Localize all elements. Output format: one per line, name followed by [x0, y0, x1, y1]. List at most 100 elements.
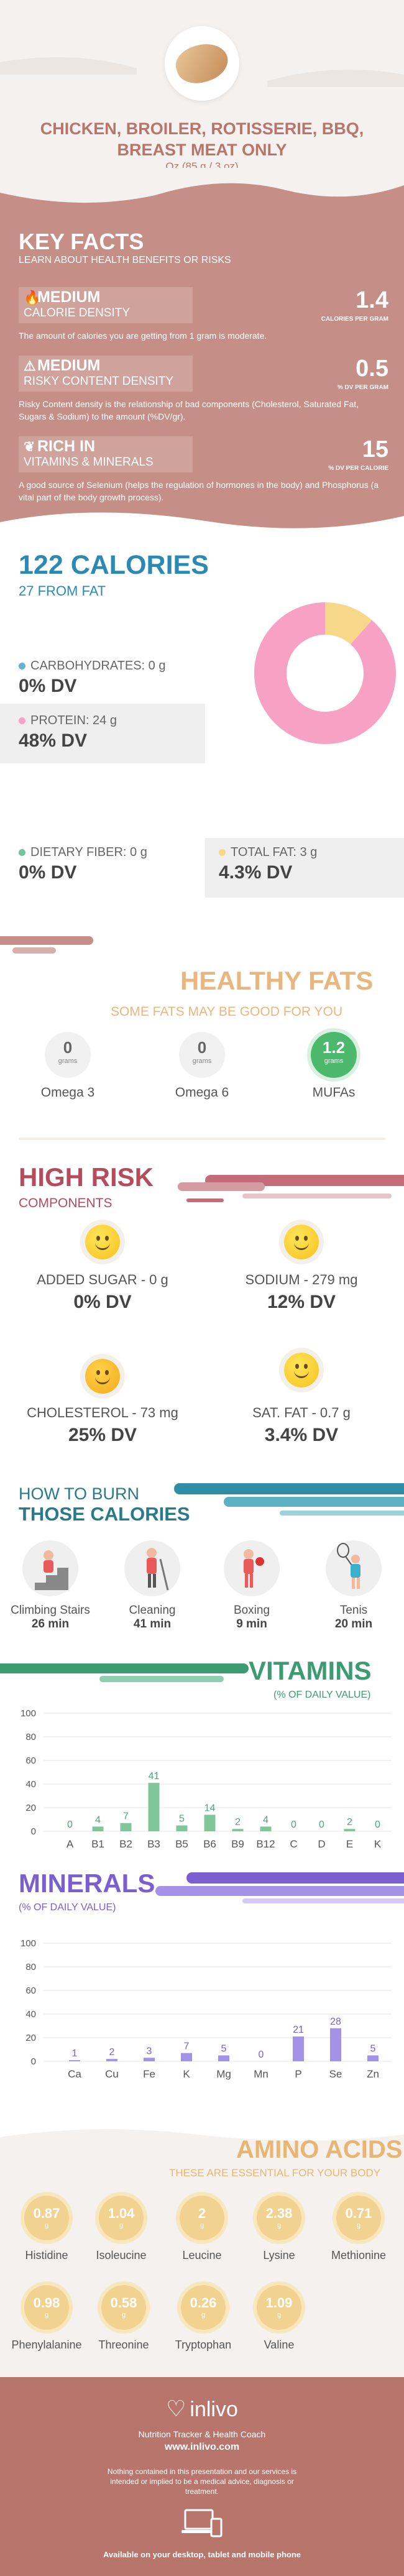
risk-sodium-dv: 12% DV — [267, 1292, 336, 1312]
key-facts-subtitle: LEARN ABOUT HEALTH BENEFITS OR RISKS — [19, 255, 231, 265]
mineral-ytick-label: 80 — [25, 1962, 36, 1972]
key-fact-unit: CALORIES PER GRAM — [321, 316, 388, 323]
vitamin-bar — [232, 1829, 244, 1831]
minerals-bar-chart: 0 20 40 60 80 100 1 Ca 2 Cu 3 Fe 7 K 5 Mg 0 Mn 21 P 28 Se 5 Zn — [21, 1938, 392, 2080]
key-fact-description: The amount of calories you are getting f… — [19, 331, 267, 341]
high-risk-subtitle: COMPONENTS — [19, 1196, 112, 1210]
vitamin-category-label: B9 — [231, 1838, 244, 1850]
high-risk-section: HIGH RISK COMPONENTS ADDED SUGAR - 0 g 0… — [0, 1150, 404, 1479]
heart-logo-icon: ♡ — [166, 2396, 186, 2421]
smiley-icon — [284, 1353, 319, 1387]
amino-acids-section: AMINO ACIDS THESE ARE ESSENTIAL FOR YOUR… — [0, 2126, 404, 2377]
nutrient-dietary-fiber: DIETARY FIBER: 0 g 0% DV — [19, 845, 147, 883]
amino-lysine: 2.38 g Lysine — [242, 2196, 316, 2262]
vitamin-category-label: E — [346, 1838, 353, 1850]
vitamins-stripes — [0, 1663, 249, 1682]
amino-isoleucine: 1.04 g Isoleucine — [85, 2196, 158, 2262]
mineral-ytick-label: 100 — [21, 1938, 36, 1949]
mineral-ytick-label: 0 — [31, 2056, 36, 2067]
omega3-label: Omega 3 — [40, 1085, 95, 1100]
vitamin-bar — [120, 1823, 132, 1831]
smiley-icon — [85, 1225, 120, 1259]
vitamin-value-label: 0 — [375, 1819, 380, 1830]
calories-bottom-stripes — [0, 936, 93, 954]
vitamins-bar-chart: 0204060801000A4B17B241B35B514B62B94B120C… — [21, 1708, 392, 1850]
key-fact-value: 15 — [362, 436, 388, 462]
mineral-bar — [330, 2028, 341, 2061]
mineral-value-label: 7 — [184, 2041, 190, 2052]
vitamin-category-label: K — [374, 1838, 382, 1850]
mineral-category-label: Mn — [254, 2068, 269, 2080]
burn-title-line2: THOSE CALORIES — [19, 1503, 190, 1525]
leaf-icon: ❦ — [24, 439, 35, 454]
activity-tenis: Tenis 20 min — [307, 1540, 400, 1631]
header: CHICKEN, BROILER, ROTISSERIE, BBQ, BREAS… — [0, 0, 404, 168]
mineral-ytick-label: 40 — [25, 2009, 36, 2020]
mineral-value-label: 5 — [370, 2044, 376, 2054]
serving-size: Oz (85 g / 3 oz) — [165, 160, 239, 168]
amino-title: AMINO ACIDS — [236, 2136, 403, 2163]
key-fact-name: RISKY CONTENT DENSITY — [24, 375, 174, 388]
brand-url[interactable]: www.inlivo.com — [164, 2442, 240, 2452]
calories-title: 122 CALORIES — [19, 550, 209, 580]
mineral-bar — [144, 2058, 155, 2061]
risk-added-sugar-dv: 0% DV — [73, 1292, 132, 1312]
key-fact-unit: % DV PER CALORIE — [328, 465, 388, 472]
mineral-bar — [367, 2055, 379, 2061]
vitamin-value-label: 41 — [149, 1771, 160, 1782]
key-fact-level: MEDIUM — [37, 357, 101, 374]
vitamin-value-label: 2 — [347, 1817, 352, 1828]
calories-section: 122 CALORIES 27 FROM FAT CARBOHYDRATES: … — [0, 535, 404, 964]
risk-cholesterol-label: CHOLESTEROL - 73 mg — [27, 1405, 178, 1420]
vitamin-category-label: D — [318, 1838, 325, 1850]
risk-sat-fat-dv: 3.4% DV — [264, 1425, 339, 1445]
key-fact-name: CALORIE DENSITY — [24, 306, 131, 320]
burn-stripes — [174, 1483, 404, 1516]
nutrient-dv: 4.3% DV — [219, 862, 293, 883]
mineral-category-label: Se — [329, 2068, 342, 2080]
mineral-value-label: 5 — [221, 2044, 227, 2054]
calories-from-fat: 27 FROM FAT — [19, 583, 106, 599]
risk-sat-fat-label: SAT. FAT - 0.7 g — [252, 1405, 351, 1420]
vitamins-subtitle: (% OF DAILY VALUE) — [273, 1690, 371, 1700]
burn-calories-section: HOW TO BURN THOSE CALORIES Climbing Stai… — [0, 1479, 404, 1654]
key-fact-description: A good source of Selenium (helps the reg… — [19, 480, 379, 502]
availability-text: Available on your desktop, tablet and mo… — [103, 2550, 301, 2559]
boxing-icon — [224, 1540, 280, 1596]
key-fact-value: 0.5 — [356, 356, 388, 382]
mineral-bar — [181, 2053, 192, 2061]
nutrient-dv: 0% DV — [19, 676, 77, 696]
vitamin-category-label: A — [67, 1838, 74, 1850]
vitamin-category-label: C — [290, 1838, 297, 1850]
vitamin-value-label: 0 — [319, 1819, 324, 1830]
cleaning-icon — [124, 1540, 180, 1596]
healthy-fats-title: HEALTHY FATS — [180, 966, 374, 995]
nutrient-total-fat: TOTAL FAT: 3 g 4.3% DV — [219, 845, 318, 883]
mineral-value-label: 28 — [330, 2017, 341, 2027]
key-fact-level: RICH IN — [37, 438, 96, 455]
donut-slice-fat — [254, 602, 396, 744]
high-risk-stripes — [178, 1175, 404, 1202]
minerals-subtitle: (% OF DAILY VALUE) — [19, 1902, 116, 1913]
amino-histidine: 0.87 g Histidine — [10, 2196, 83, 2262]
mineral-bar — [293, 2036, 304, 2061]
vitamin-ytick-label: 40 — [25, 1779, 36, 1790]
minerals-stripes — [155, 1872, 404, 1903]
vitamin-category-label: B5 — [175, 1838, 188, 1850]
vitamin-value-label: 0 — [67, 1819, 73, 1830]
healthy-fats-section: HEALTHY FATS SOME FATS MAY BE GOOD FOR Y… — [0, 964, 404, 1150]
amino-tryptophan: 0.26 g Tryptophan — [167, 2285, 240, 2352]
nutrient-protein: PROTEIN: 24 g 48% DV — [19, 714, 117, 751]
risk-cholesterol-dv: 25% DV — [68, 1425, 137, 1445]
food-title: CHICKEN, BROILER, ROTISSERIE, BBQ, BREAS… — [40, 119, 364, 159]
minerals-section: MINERALS (% OF DAILY VALUE) 0 20 40 60 80 100… — [0, 1865, 404, 2126]
amino-threonine: 0.58 g Threonine — [87, 2285, 160, 2352]
vitamin-value-label: 7 — [123, 1811, 129, 1822]
mufas-value-circle: 1.2 grams — [311, 1032, 357, 1078]
legend-dot — [19, 663, 25, 669]
healthy-fats-divider — [19, 1138, 385, 1140]
vitamin-category-label: B1 — [91, 1838, 104, 1850]
key-fact-name: VITAMINS & MINERALS — [24, 456, 154, 469]
climbing-stairs-icon — [22, 1540, 78, 1596]
vitamin-bar — [92, 1826, 104, 1831]
